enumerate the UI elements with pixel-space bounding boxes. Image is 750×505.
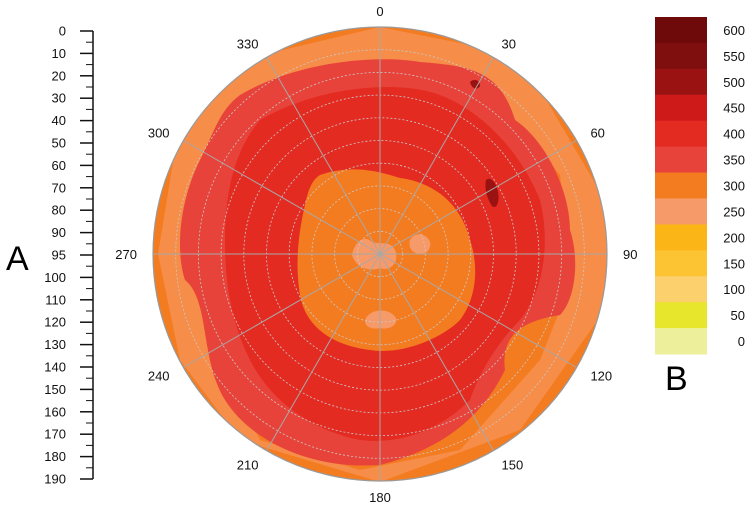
colorbar-tick-label: 100 [723, 282, 745, 297]
contour-band-500-550-spot-1 [485, 178, 499, 208]
colorbar-swatch [655, 328, 707, 355]
radial-scale-tick-label: 0 [59, 24, 66, 39]
radial-scale-tick-label: 170 [44, 427, 66, 442]
colorbar-tick-label: 450 [723, 101, 745, 116]
colorbar-swatch [655, 198, 707, 225]
angle-tick-label: 30 [502, 37, 516, 52]
polar-grid-spoke [183, 140, 381, 255]
radial-scale-tick-label: 50 [52, 136, 66, 151]
angle-tick-label: 240 [148, 369, 170, 384]
colorbar-tick-label: 150 [723, 256, 745, 271]
colorbar-swatch [655, 68, 707, 96]
angle-tick-label: 180 [369, 490, 391, 505]
radial-scale-tick-label: 180 [44, 449, 66, 464]
colorbar-swatch [655, 120, 707, 148]
radial-scale-tick-label: 160 [44, 404, 66, 419]
colorbar-swatch [655, 172, 707, 199]
polar-grid-spoke [266, 253, 381, 451]
radial-scale-tick-label: 95 [52, 248, 66, 263]
angle-tick-label: 90 [623, 247, 637, 262]
radial-scale-tick-label: 60 [52, 158, 66, 173]
panel-label-b: B [665, 360, 688, 398]
radial-scale-tick-label: 40 [52, 113, 66, 128]
radial-scale-tick-label: 150 [44, 382, 66, 397]
angle-tick-label: 120 [590, 369, 612, 384]
colorbar-swatch [655, 250, 707, 277]
colorbar-tick-label: 600 [723, 23, 745, 38]
polar-grid-spoke [379, 57, 494, 255]
angle-tick-label: 300 [148, 126, 170, 141]
colorbar-swatch [655, 302, 707, 329]
radial-scale-tick-label: 120 [44, 315, 66, 330]
polar-grid-spoke [379, 140, 577, 255]
angle-tick-label: 0 [376, 4, 383, 19]
colorbar-tick-label: 250 [723, 204, 745, 219]
colorbar-tick-label: 300 [723, 179, 745, 194]
panel-label-a: A [6, 240, 29, 278]
radial-scale-tick-label: 70 [52, 180, 66, 195]
colorbar-swatch [655, 42, 707, 70]
colorbar-swatch [655, 17, 707, 44]
angle-tick-label: 330 [237, 37, 259, 52]
radial-scale-tick-label: 140 [44, 360, 66, 375]
radial-scale-tick-label: 80 [52, 203, 66, 218]
radial-scale-tick-label: 100 [44, 270, 66, 285]
polar-grid-spoke [379, 253, 494, 451]
polar-grid-spoke [379, 253, 577, 368]
radial-scale-tick-label: 90 [52, 225, 66, 240]
contour-band-500-550-spot-2 [470, 79, 480, 89]
colorbar-tick-label: 350 [723, 153, 745, 168]
colorbar-tick-label: 200 [723, 230, 745, 245]
radial-scale-ruler: 0 10 20 30 40 50 60 70 80 90 95 100 110 120 130 140 150 1… [44, 24, 94, 487]
contour-band-250-300-center-2 [365, 310, 397, 329]
radial-scale-tick-label: 190 [44, 472, 66, 487]
colorbar-swatch [655, 224, 707, 251]
radial-scale-tick-label: 10 [52, 46, 66, 61]
polar-plot-area: 0 30 60 90 120 150 180 210 240 270 300 330 [115, 4, 637, 505]
colorbar-tick-label: 50 [731, 308, 745, 323]
radial-scale-tick-label: 130 [44, 337, 66, 352]
radial-scale-tick-label: 20 [52, 68, 66, 83]
angle-tick-label: 270 [115, 247, 137, 262]
polar-grid-spoke [183, 253, 381, 368]
colorbar-swatch [655, 94, 707, 122]
colorbar-tick-label: 400 [723, 127, 745, 142]
colorbar-tick-label: 500 [723, 75, 745, 90]
colorbar [655, 17, 707, 355]
polar-outer-border [152, 26, 608, 482]
radial-scale-tick-label: 110 [45, 292, 66, 307]
colorbar-tick-label: 0 [738, 334, 745, 349]
colorbar-swatch [655, 276, 707, 303]
angle-tick-label: 150 [502, 457, 524, 472]
radial-scale-tick-label: 30 [52, 91, 66, 106]
angle-tick-label: 210 [237, 457, 259, 472]
angle-tick-label: 60 [590, 126, 604, 141]
colorbar-swatch [655, 146, 707, 174]
colorbar-tick-label: 550 [723, 49, 745, 64]
polar-grid-spoke [266, 57, 381, 255]
